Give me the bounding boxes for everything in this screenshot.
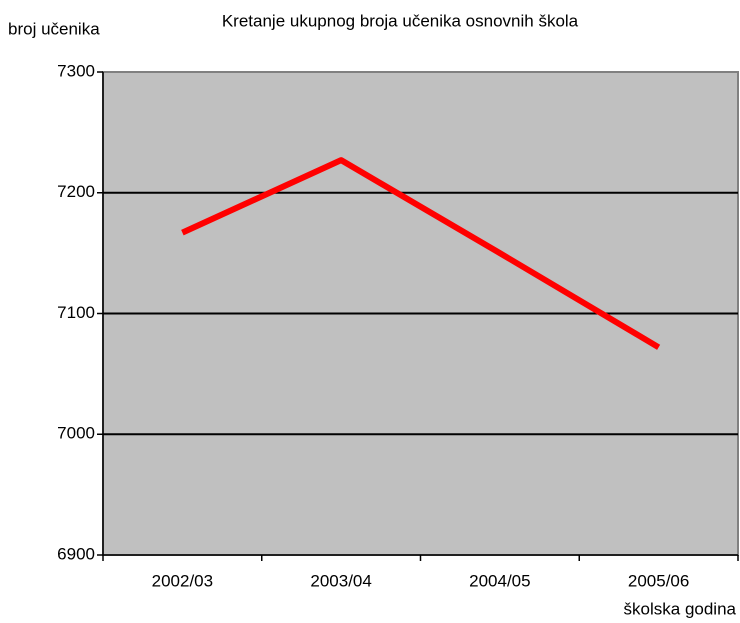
y-tick-label: 7100 [57,303,95,322]
x-tick-label: 2005/06 [628,571,689,590]
x-tick-label: 2004/05 [469,571,530,590]
data-line [181,157,661,350]
y-tick-label: 7300 [57,61,95,80]
y-tick-label: 7200 [57,182,95,201]
x-tick-label: 2002/03 [152,571,213,590]
x-axis-label: školska godina [624,599,737,618]
x-tick-label: 2003/04 [310,571,371,590]
chart-title: Kretanje ukupnog broja učenika osnovnih … [222,11,579,30]
y-axis-label: broj učenika [8,19,100,38]
y-tick-label: 6900 [57,544,95,563]
y-tick-label: 7000 [57,424,95,443]
